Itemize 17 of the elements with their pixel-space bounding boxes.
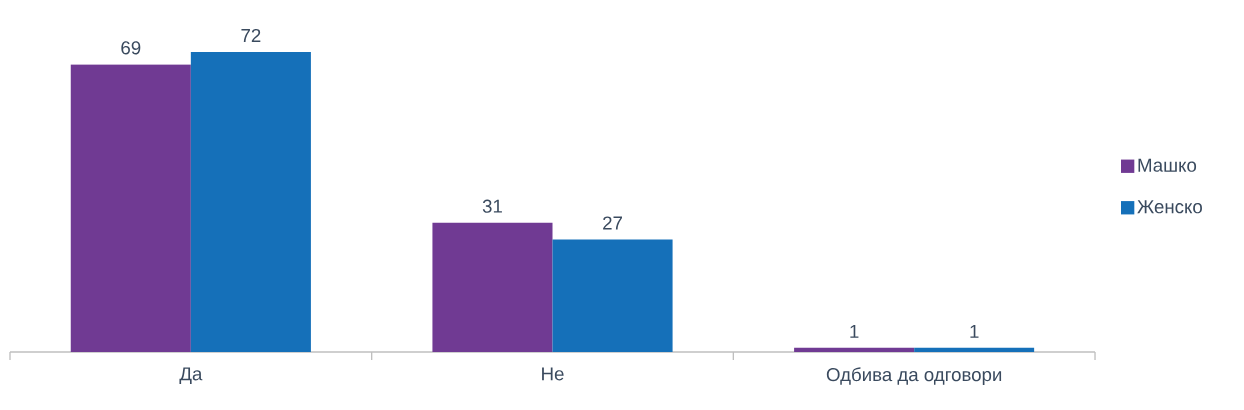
data-label: 27 <box>603 216 622 230</box>
data-label: 69 <box>121 41 141 55</box>
bar <box>190 52 311 352</box>
legend-label: Машко <box>1138 158 1197 172</box>
legend-label: Женско <box>1137 200 1202 214</box>
x-tick-label: Одбива да одговори <box>826 367 1002 385</box>
data-label: 31 <box>482 199 502 213</box>
bar <box>552 239 673 352</box>
x-tick-label: Да <box>179 367 203 384</box>
x-tick-label: Не <box>542 367 564 381</box>
data-label: 72 <box>241 28 261 42</box>
data-label: 1 <box>850 324 859 338</box>
bar <box>914 347 1035 352</box>
bar <box>70 64 191 352</box>
bar <box>794 347 915 352</box>
bar <box>432 222 553 352</box>
data-label: 1 <box>970 324 979 338</box>
